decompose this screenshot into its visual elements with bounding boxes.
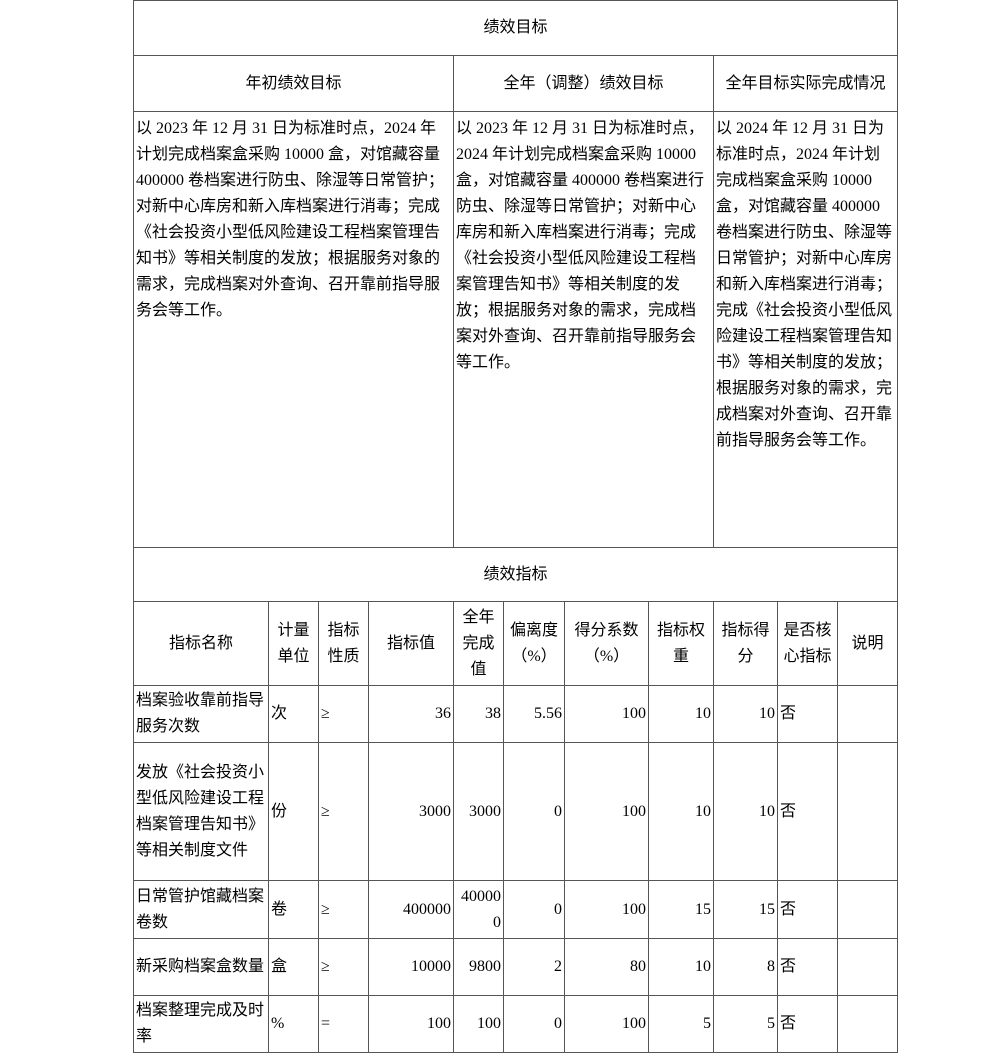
table-cell: 15 [713, 880, 778, 939]
table-cell: 3000 [453, 742, 504, 881]
table-cell: 10 [713, 685, 778, 743]
table-cell: 否 [777, 685, 838, 743]
table-cell: 3000 [368, 742, 454, 881]
table-cell: 否 [777, 742, 838, 881]
table-row: 新采购档案盒数量盒 ≥10000 9800 2 80 10 8 否 [133, 938, 898, 996]
table-cell: = [318, 995, 369, 1053]
table-cell: 否 [777, 938, 838, 996]
table-cell: 0 [503, 995, 565, 1053]
table-cell: 0 [503, 880, 565, 939]
adjusted-goal-text: 以 2023 年 12 月 31 日为标准时点，2024 年计划完成档案盒采购 … [453, 111, 714, 548]
table-row: 日常管护馆藏档案卷数卷 ≥400000 400000 0 100 15 15 否 [133, 880, 898, 939]
table-cell: 100 [564, 742, 649, 881]
table-cell: 100 [564, 995, 649, 1053]
col-header: 全年完成值 [453, 601, 504, 686]
table-row: 档案整理完成及时率% = 100 100 0 100 5 5 否 [133, 995, 898, 1053]
table-cell: 次 [268, 685, 319, 743]
table-cell: 38 [453, 685, 504, 743]
table-cell: 100 [564, 880, 649, 939]
table-cell: ≥ [318, 685, 369, 743]
table-cell: 5.56 [503, 685, 565, 743]
col-header: 指标性质 [318, 601, 369, 686]
table-cell: 10 [648, 742, 714, 881]
table-cell [837, 880, 898, 939]
table-cell: 档案整理完成及时率 [133, 995, 269, 1053]
table-cell [837, 995, 898, 1053]
table-cell: 卷 [268, 880, 319, 939]
table-cell: 份 [268, 742, 319, 881]
section-title-goals: 绩效目标 [133, 0, 898, 56]
actual-completion-text: 以 2024 年 12 月 31 日为标准时点，2024 年计划完成档案盒采购 … [713, 111, 898, 548]
table-cell: 9800 [453, 938, 504, 996]
section-title-indicators: 绩效指标 [133, 547, 898, 602]
indicator-header-row: 指标名称 计量单位 指标性质 指标值 全年完成值 偏离度（%） 得分系数（%） … [133, 601, 898, 686]
table-cell: 新采购档案盒数量 [133, 938, 269, 996]
table-cell: 否 [777, 880, 838, 939]
header-adjusted-goal: 全年（调整）绩效目标 [453, 55, 714, 112]
col-header: 得分系数（%） [564, 601, 649, 686]
table-cell: 15 [648, 880, 714, 939]
table-cell: % [268, 995, 319, 1053]
col-header: 指标权重 [648, 601, 714, 686]
table-cell: 10 [648, 685, 714, 743]
col-header: 计量单位 [268, 601, 319, 686]
table-cell: 5 [713, 995, 778, 1053]
table-cell: 档案验收靠前指导服务次数 [133, 685, 269, 743]
table-cell: 36 [368, 685, 454, 743]
col-header: 是否核心指标 [777, 601, 838, 686]
table-cell: ≥ [318, 742, 369, 881]
header-actual-completion: 全年目标实际完成情况 [713, 55, 898, 112]
header-initial-goal: 年初绩效目标 [133, 55, 454, 112]
table-cell: 8 [713, 938, 778, 996]
table-cell: 发放《社会投资小型低风险建设工程档案管理告知书》等相关制度文件 [133, 742, 269, 881]
table-cell: 400000 [453, 880, 504, 939]
table-cell: 0 [503, 742, 565, 881]
table-cell: ≥ [318, 938, 369, 996]
table-cell: 2 [503, 938, 565, 996]
table-row: 档案验收靠前指导服务次数次 ≥36 38 5.56 100 10 10 否 [133, 685, 898, 743]
col-header: 说明 [837, 601, 898, 686]
table-cell: 10 [648, 938, 714, 996]
table-cell: 否 [777, 995, 838, 1053]
table-cell: 10 [713, 742, 778, 881]
initial-goal-text: 以 2023 年 12 月 31 日为标准时点，2024 年计划完成档案盒采购 … [133, 111, 454, 548]
col-header: 指标得分 [713, 601, 778, 686]
table-cell: 5 [648, 995, 714, 1053]
col-header: 指标名称 [133, 601, 269, 686]
table-cell [837, 742, 898, 881]
table-cell: 盒 [268, 938, 319, 996]
table-cell: ≥ [318, 880, 369, 939]
table-cell: 100 [453, 995, 504, 1053]
table-cell: 100 [564, 685, 649, 743]
table-cell: 400000 [368, 880, 454, 939]
table-cell [837, 938, 898, 996]
table-cell: 100 [368, 995, 454, 1053]
col-header: 指标值 [368, 601, 454, 686]
performance-table: 绩效目标 年初绩效目标 全年（调整）绩效目标 全年目标实际完成情况 以 2023… [133, 0, 898, 1053]
table-cell: 日常管护馆藏档案卷数 [133, 880, 269, 939]
table-cell: 80 [564, 938, 649, 996]
table-cell [837, 685, 898, 743]
table-cell: 10000 [368, 938, 454, 996]
col-header: 偏离度（%） [503, 601, 565, 686]
table-row: 发放《社会投资小型低风险建设工程档案管理告知书》等相关制度文件份 ≥3000 300… [133, 742, 898, 881]
